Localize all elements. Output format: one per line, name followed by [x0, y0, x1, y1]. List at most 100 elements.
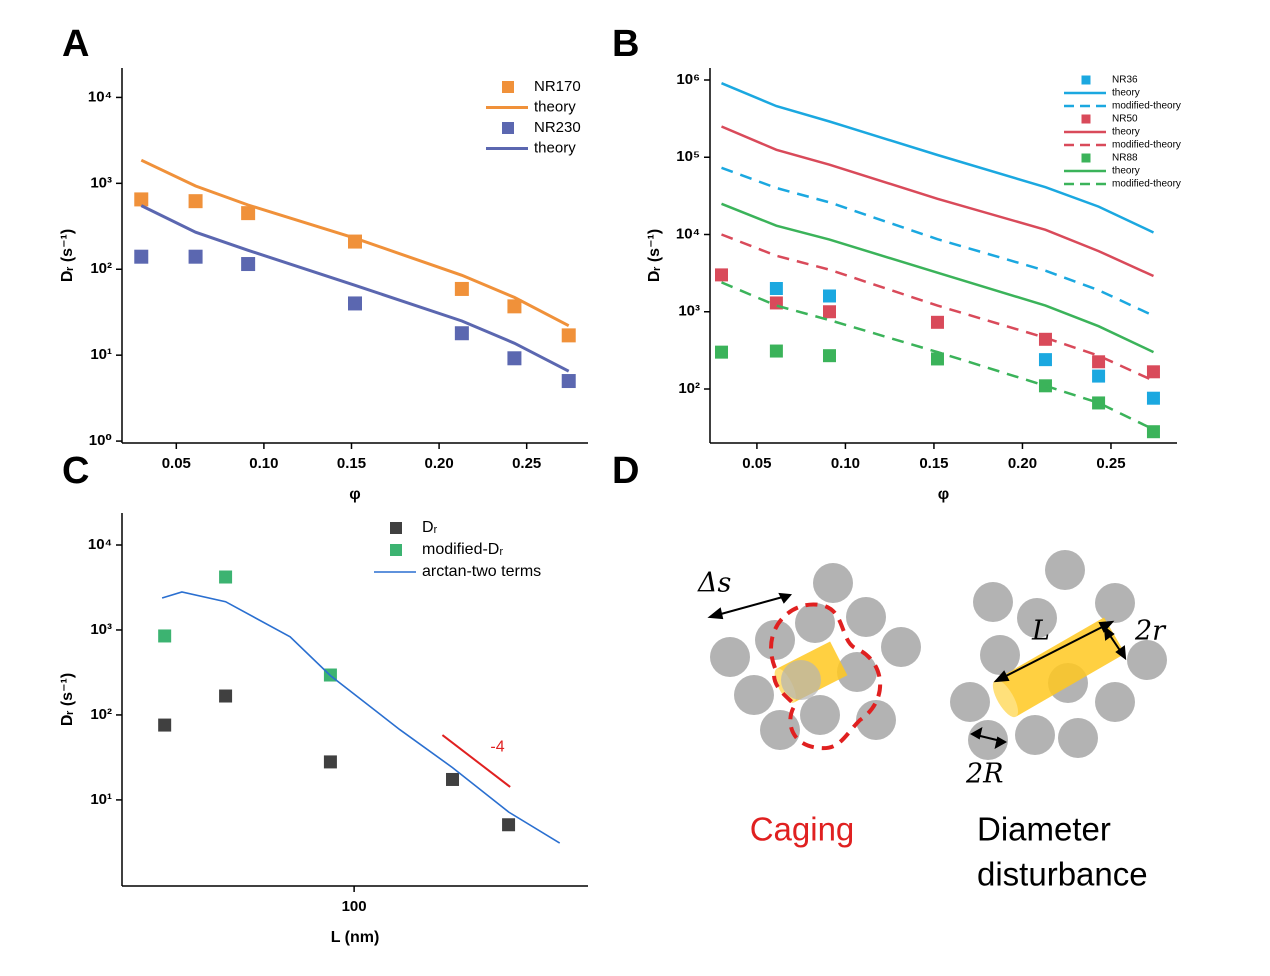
y-tick-label: 10⁴: [88, 536, 112, 553]
series-line: [140, 204, 570, 373]
legend-marker: [1081, 75, 1091, 85]
x-axis-label: φ: [938, 486, 949, 503]
series-line: [721, 82, 1155, 234]
series-line: [161, 591, 561, 844]
y-tick-label: 10¹: [90, 791, 112, 808]
legend-label: Dᵣ: [422, 519, 438, 536]
arrows: [707, 592, 1127, 749]
y-tick-label: 10⁴: [676, 225, 700, 242]
rod-diameter-label: 2r: [1134, 616, 1167, 647]
x-tick-label: 0.15: [919, 455, 948, 472]
x-tick-label: 0.05: [162, 455, 191, 472]
y-tick-label: 10²: [90, 706, 112, 723]
diagram: Δs L 2r 2R Caging Diameter disturbance: [697, 550, 1167, 893]
data-point: [502, 818, 516, 832]
panel-label: B: [612, 23, 639, 65]
x-tick-label: 0.20: [424, 455, 453, 472]
x-tick-label: 0.25: [512, 455, 541, 472]
data-point: [1146, 425, 1160, 439]
data-point: [134, 249, 149, 264]
legend-label: NR88: [1112, 153, 1138, 164]
panel-label: D: [612, 450, 639, 492]
y-tick-label: 10³: [90, 174, 112, 191]
legend-label: modified-theory: [1112, 101, 1181, 112]
data-point: [822, 305, 836, 319]
y-tick-label: 10⁵: [676, 148, 700, 165]
legend-label: NR170: [534, 78, 581, 95]
data-point: [930, 352, 944, 366]
data-point: [323, 755, 337, 769]
x-tick-label: 0.10: [831, 455, 860, 472]
data-point: [454, 281, 469, 296]
legend-label: arctan-two terms: [422, 563, 541, 580]
data-point: [1092, 355, 1106, 369]
data-point: [219, 570, 233, 584]
data-point: [769, 344, 783, 358]
particle-diameter-label: 2R: [965, 759, 1004, 790]
y-tick-label: 10⁶: [676, 71, 700, 88]
data-point: [822, 349, 836, 363]
legend-label: NR230: [534, 119, 581, 136]
data-point: [1092, 396, 1106, 410]
legend-label: theory: [1112, 88, 1140, 99]
legend-marker: [502, 81, 514, 93]
legend-marker: [390, 522, 402, 534]
legend-label: theory: [1112, 166, 1140, 177]
data-point: [348, 296, 362, 311]
panel-label: A: [62, 23, 89, 65]
data-point: [158, 718, 172, 732]
data-point: [715, 268, 729, 282]
y-tick-label: 10²: [678, 380, 700, 397]
data-point: [158, 629, 172, 643]
data-point: [1146, 365, 1160, 379]
series-line: [140, 158, 570, 328]
x-axis-label: φ: [349, 486, 360, 503]
length-label: L: [1031, 616, 1050, 647]
y-axis-label: Dᵣ (s⁻¹): [646, 229, 663, 282]
y-tick-label: 10³: [90, 621, 112, 638]
legend-label: NR50: [1112, 114, 1138, 125]
legend-marker: [390, 544, 402, 556]
x-tick-label: 0.15: [337, 455, 366, 472]
data-point: [561, 328, 576, 343]
rod: [992, 617, 1126, 718]
data-point: [1038, 353, 1052, 367]
panel-label: C: [62, 450, 89, 492]
data-point: [241, 206, 256, 221]
legend-label: modified-Dᵣ: [422, 541, 503, 558]
x-tick-label: 100: [342, 898, 367, 915]
data-point: [188, 249, 203, 264]
y-tick-label: 10²: [90, 260, 112, 277]
series-line: [721, 125, 1155, 278]
series-line: [721, 281, 1155, 431]
caption: Diameter: [977, 811, 1111, 848]
particles: [710, 550, 1167, 760]
x-tick-label: 0.10: [249, 455, 278, 472]
legend-label: modified-theory: [1112, 179, 1181, 190]
series-line: [721, 233, 1155, 382]
legend-label: theory: [1112, 127, 1140, 138]
slope-guide: [441, 734, 511, 788]
data-point: [561, 374, 576, 389]
data-point: [1038, 332, 1052, 346]
x-tick-label: 0.25: [1096, 455, 1125, 472]
data-point: [134, 192, 149, 207]
series-line: [721, 166, 1155, 317]
slope-label: -4: [490, 738, 504, 755]
x-tick-label: 0.05: [742, 455, 771, 472]
data-point: [822, 289, 836, 303]
data-point: [188, 194, 203, 209]
data-point: [769, 281, 783, 295]
caption: disturbance: [977, 856, 1148, 893]
legend-label: theory: [534, 139, 576, 156]
data-point: [241, 257, 256, 272]
legend-marker: [502, 122, 514, 134]
data-point: [715, 345, 729, 359]
data-point: [446, 772, 460, 786]
y-tick-label: 10⁰: [89, 432, 112, 449]
y-tick-label: 10³: [678, 303, 700, 320]
data-point: [507, 351, 522, 366]
caption: Caging: [750, 811, 855, 848]
legend-label: NR36: [1112, 75, 1138, 86]
